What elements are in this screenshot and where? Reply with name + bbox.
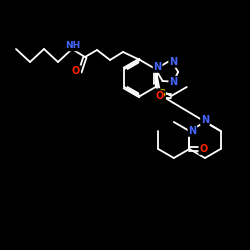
- Text: N: N: [169, 77, 177, 87]
- Text: O: O: [199, 144, 207, 154]
- Text: S: S: [158, 89, 165, 99]
- Text: N: N: [201, 115, 209, 125]
- Text: NH: NH: [66, 42, 80, 50]
- Text: N: N: [188, 126, 196, 136]
- Text: O: O: [72, 66, 80, 76]
- Text: N: N: [169, 57, 177, 67]
- Text: N: N: [154, 62, 162, 72]
- Text: O: O: [155, 91, 163, 101]
